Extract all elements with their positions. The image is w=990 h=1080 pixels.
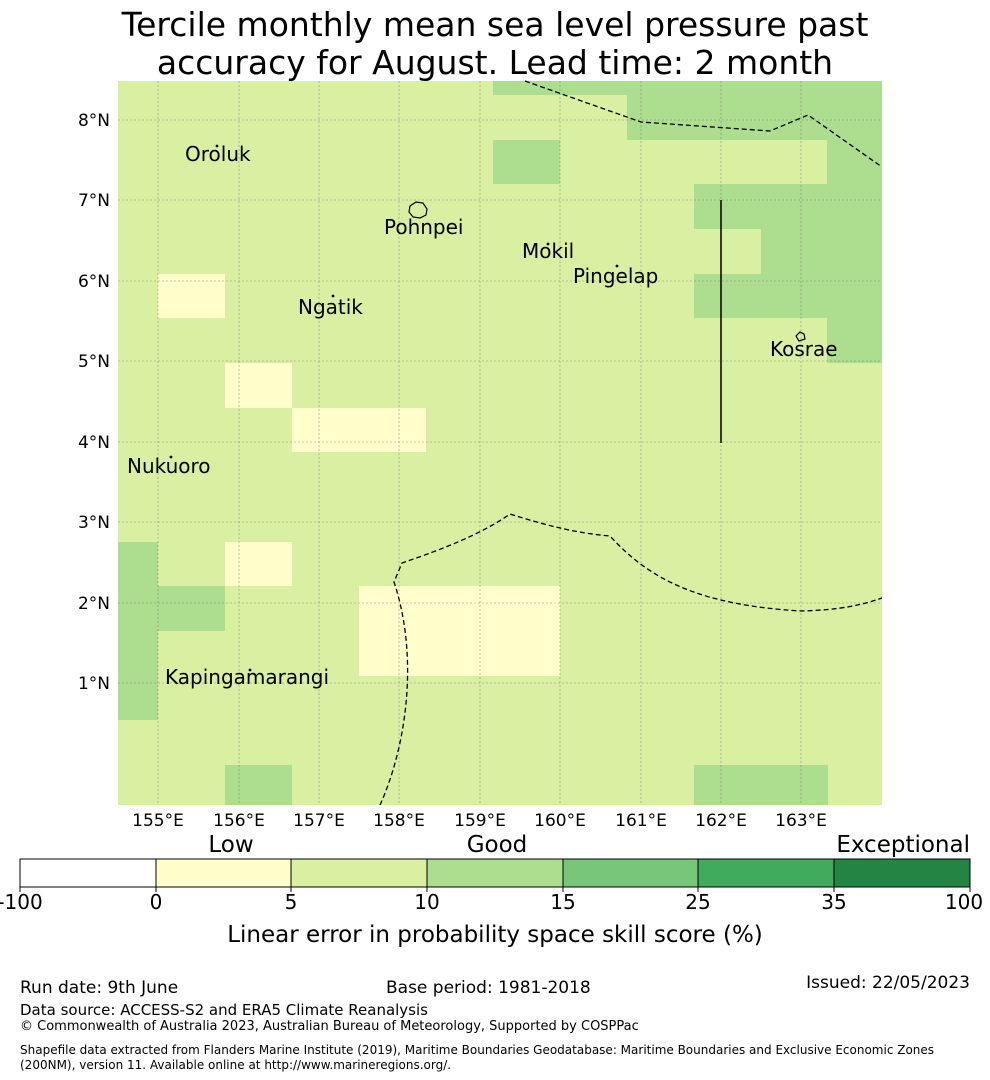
kapingamarangi-island (248, 668, 252, 672)
good-cell (225, 765, 292, 805)
lat-label: 5°N (78, 352, 110, 372)
colorbar-tick: 5 (285, 890, 298, 914)
colorbar-category-good: Good (467, 832, 528, 858)
colorbar-tick: 35 (821, 890, 846, 914)
lat-label: 2°N (78, 594, 110, 614)
low-cell (359, 586, 560, 676)
good-cell (694, 184, 882, 229)
lon-label: 157°E (293, 811, 345, 831)
lat-label: 6°N (78, 272, 110, 292)
colorbar-tick: 100 (945, 890, 983, 914)
lon-label: 162°E (695, 811, 747, 831)
pohnpei-island (408, 201, 428, 219)
islands (169, 144, 806, 672)
oroluk-island (215, 144, 219, 148)
lon-label: 159°E (454, 811, 506, 831)
low-cell (225, 542, 292, 586)
place-label-ngatik: Ngatik (298, 295, 363, 319)
title-line-1: Tercile monthly mean sea level pressure … (121, 5, 869, 44)
colorbar-segment (20, 859, 156, 887)
place-label-kapingamarangi: Kapingamarangi (165, 665, 329, 689)
good-cell (118, 542, 158, 720)
nukuoro-island (169, 455, 173, 459)
good-cell (827, 140, 882, 184)
good-cell (761, 229, 882, 274)
lat-label: 8°N (78, 111, 110, 131)
colorbar-category-exceptional: Exceptional (836, 832, 970, 858)
eez-boundary-north (524, 80, 883, 168)
good-cell (694, 274, 882, 318)
colorbar (19, 858, 971, 892)
lon-label: 155°E (132, 811, 184, 831)
colorbar-tick: -100 (0, 890, 43, 914)
colorbar-tick: 10 (414, 890, 439, 914)
lat-label: 7°N (78, 191, 110, 211)
low-cell (158, 274, 225, 318)
good-skill-cells (118, 81, 882, 805)
lon-label: 158°E (373, 811, 425, 831)
colorbar-segment (834, 859, 970, 887)
low-skill-cells (158, 274, 560, 676)
colorbar-tick: 25 (685, 890, 710, 914)
place-label-kosrae: Kosrae (770, 337, 838, 361)
lon-label: 161°E (615, 811, 667, 831)
place-label-mokil: Mokil (522, 239, 574, 263)
eez-boundaries (379, 80, 883, 806)
place-label-oroluk: Oroluk (185, 142, 251, 166)
kosrae-island (795, 331, 806, 342)
colorbar-frame (19, 858, 971, 888)
colorbar-tick: 15 (550, 890, 575, 914)
ngatik-island (331, 294, 335, 298)
lat-label: 1°N (78, 674, 110, 694)
colorbar-segment (698, 859, 834, 887)
good-cell (627, 81, 882, 140)
colorbar-segment (156, 859, 291, 887)
good-cell (694, 765, 828, 805)
colorbar-segment (563, 859, 698, 887)
gridlines (118, 81, 882, 805)
low-cell (225, 363, 292, 408)
lon-label: 156°E (213, 811, 265, 831)
map-title: Tercile monthly mean sea level pressure … (0, 6, 990, 82)
title-line-2: accuracy for August. Lead time: 2 month (156, 43, 834, 82)
colorbar-segment (427, 859, 563, 887)
good-cell (493, 140, 560, 184)
colorbar-category-low: Low (208, 832, 253, 858)
lon-label: 160°E (534, 811, 586, 831)
lon-label: 163°E (775, 811, 827, 831)
place-label-nukuoro: Nukuoro (127, 454, 211, 478)
colorbar-tick: 0 (150, 890, 163, 914)
eez-boundary-south (379, 513, 883, 806)
lat-label: 3°N (78, 513, 110, 533)
colorbar-segment (291, 859, 427, 887)
pingelap-island (615, 264, 619, 268)
good-cell (827, 318, 882, 363)
good-cell (158, 586, 225, 631)
place-label-pingelap: Pingelap (573, 264, 658, 288)
good-cell (493, 81, 627, 95)
mokil-island (546, 242, 550, 246)
low-cell (292, 408, 426, 452)
colorbar-label: Linear error in probability space skill … (227, 922, 763, 948)
place-label-pohnpei: Pohnpei (384, 215, 464, 239)
lat-label: 4°N (78, 433, 110, 453)
